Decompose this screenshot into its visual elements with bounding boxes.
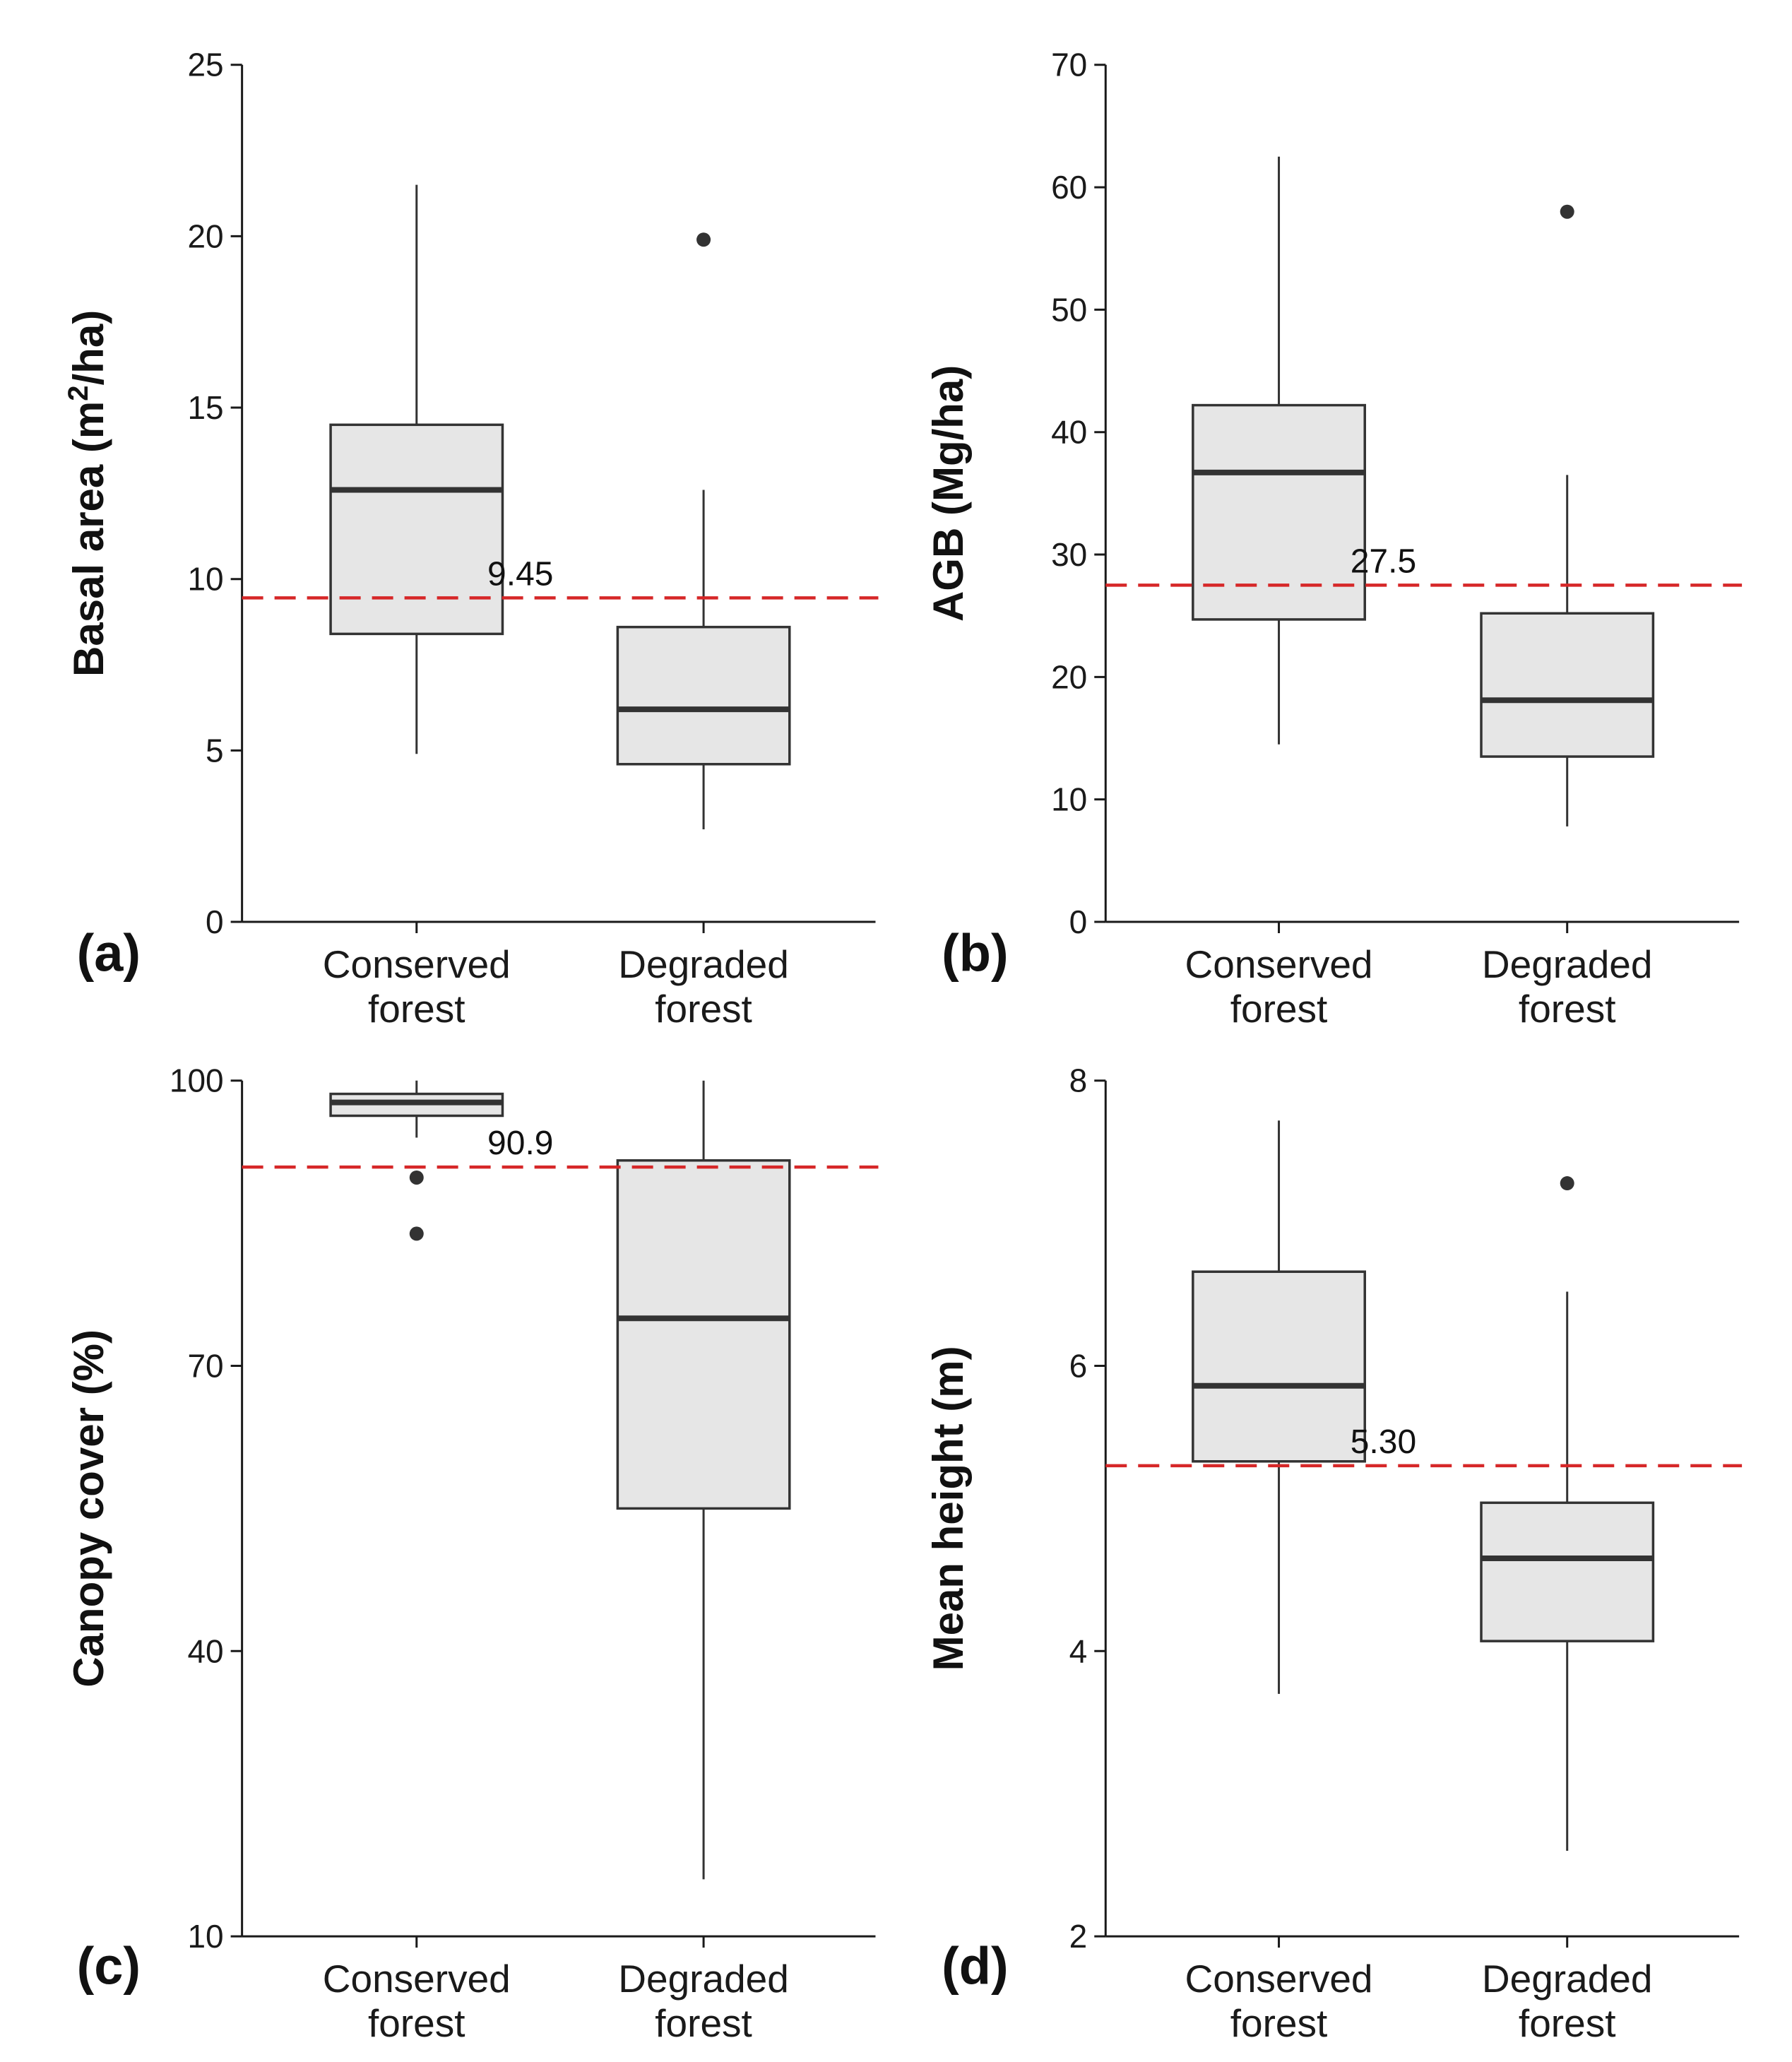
x-category-label: forest [1230,2001,1328,2045]
y-tick-label: 70 [1051,47,1087,83]
iqr-box [616,1159,791,1510]
y-axis-label: Canopy cover (%) [65,1329,112,1688]
y-tick-label: 25 [187,47,223,83]
box-degraded [616,1080,791,1880]
y-tick-label: 50 [1051,291,1087,328]
y-axis-label: AGB (Mg/ha) [925,365,972,622]
panel-label: (d) [942,1936,1009,1995]
x-category-label: Conserved [323,942,511,986]
outlier-point [696,232,711,247]
y-axis-label: Basal area (m2/ha) [63,310,112,677]
y-tick-label: 10 [1051,781,1087,818]
x-category-label: Conserved [323,1957,511,2001]
y-tick-label: 40 [1051,414,1087,451]
box-degraded [1480,1176,1655,1851]
x-category-label: forest [368,987,465,1031]
x-category-label: Degraded [618,942,789,986]
x-category-label: forest [1230,987,1328,1031]
reference-line-label: 90.9 [487,1125,553,1162]
y-tick-label: 4 [1069,1633,1088,1669]
y-tick-label: 10 [187,1918,223,1955]
iqr-box [329,423,504,636]
y-axis-label-part: /ha) [65,310,112,386]
y-tick-label: 40 [187,1633,223,1669]
iqr-box [1480,1501,1655,1642]
x-category-label: forest [655,987,752,1031]
box-conserved [1192,1120,1366,1694]
y-axis-label-superscript: 2 [63,385,94,401]
reference-line-label: 5.30 [1351,1423,1416,1461]
reference-line-label: 27.5 [1351,543,1416,580]
y-tick-label: 60 [1051,169,1087,206]
iqr-box [616,625,791,766]
chart-panel-1: 0510152025ConservedforestDegradedforest9… [63,47,879,1031]
y-tick-label: 15 [187,389,223,426]
iqr-box [1192,1270,1366,1463]
x-category-label: forest [368,2001,465,2045]
x-category-label: Degraded [1482,942,1653,986]
y-tick-label: 10 [187,561,223,598]
outlier-point [1560,1176,1574,1191]
y-tick-label: 5 [206,732,224,769]
y-tick-label: 100 [170,1062,224,1099]
y-tick-label: 20 [187,218,223,254]
outlier-point [409,1170,424,1185]
iqr-box [1480,612,1655,758]
x-category-label: Degraded [618,1957,789,2001]
outlier-point [1560,204,1574,219]
panel-label: (c) [77,1936,141,1995]
x-category-label: Conserved [1185,942,1373,986]
box-conserved [329,1080,504,1241]
iqr-box [1192,403,1366,621]
y-axis-label-part: Basal area (m [65,401,112,677]
y-tick-label: 70 [187,1347,223,1384]
y-axis-label: Mean height (m) [925,1346,972,1671]
box-degraded [1480,204,1655,826]
y-tick-label: 6 [1069,1347,1088,1384]
panel-label: (a) [77,923,141,982]
y-tick-label: 2 [1069,1918,1088,1955]
reference-line-label: 9.45 [487,555,553,593]
x-category-label: forest [1519,2001,1616,2045]
y-tick-label: 30 [1051,536,1087,573]
panel-label: (b) [942,923,1009,982]
outlier-point [409,1226,424,1241]
x-category-label: Conserved [1185,1957,1373,2001]
y-tick-label: 20 [1051,658,1087,695]
chart-panel-3: 104070100ConservedforestDegradedforest90… [65,1062,879,2045]
y-tick-label: 0 [1069,903,1088,940]
x-category-label: forest [1519,987,1616,1031]
chart-panel-2: 010203040506070ConservedforestDegradedfo… [925,47,1743,1031]
y-tick-label: 8 [1069,1062,1088,1099]
y-tick-label: 0 [206,903,224,940]
box-degraded [616,232,791,829]
chart-panel-4: 2468ConservedforestDegradedforest5.30Mea… [925,1062,1743,2045]
x-category-label: forest [655,2001,752,2045]
x-category-label: Degraded [1482,1957,1653,2001]
